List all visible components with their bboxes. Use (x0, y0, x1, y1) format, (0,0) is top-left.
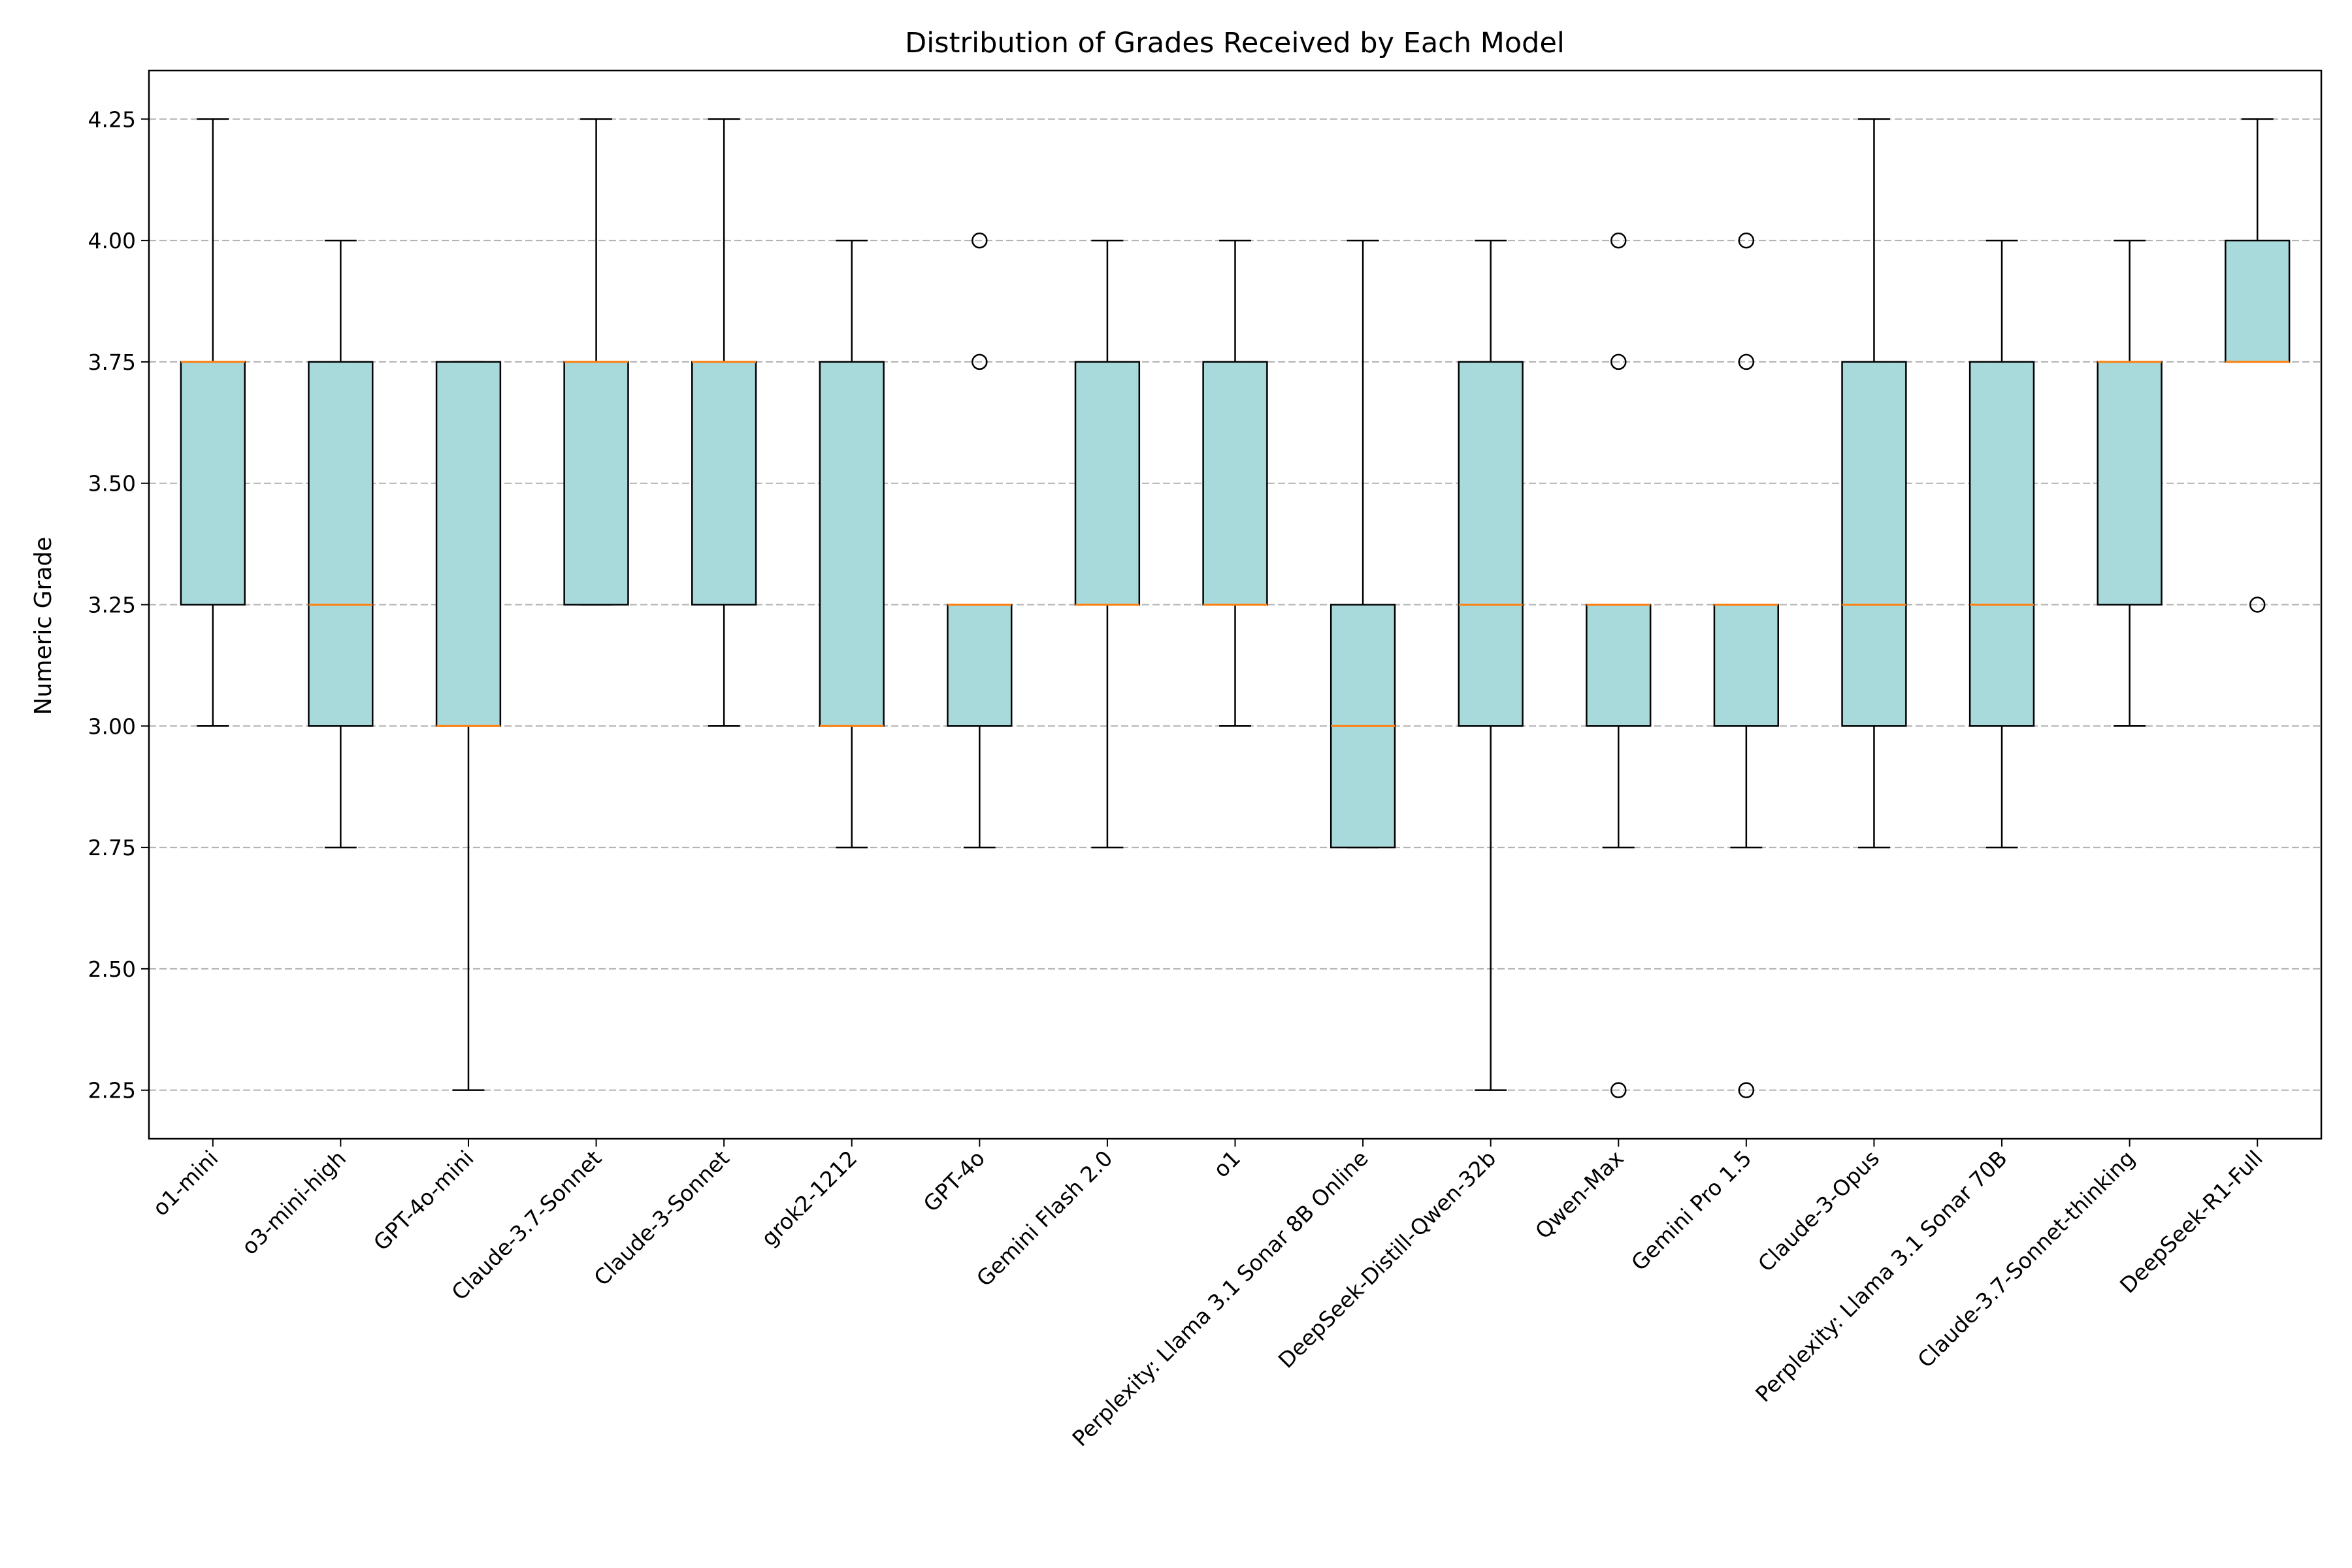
box (819, 361, 885, 727)
chart-title: Distribution of Grades Received by Each … (905, 27, 1565, 59)
box (2225, 239, 2291, 363)
y-tick-label: 4.25 (88, 106, 136, 132)
y-tick-label: 3.75 (88, 350, 136, 375)
outlier-point (1610, 1082, 1627, 1098)
box (1586, 604, 1652, 727)
box (947, 604, 1013, 727)
outlier-point (1610, 353, 1627, 370)
box (1202, 361, 1268, 606)
grid-lines (149, 118, 2321, 1091)
box (1458, 361, 1524, 727)
box (1968, 361, 2035, 727)
outlier-point (2249, 596, 2266, 613)
outlier-point (1738, 353, 1755, 370)
y-tick-label: 4.00 (88, 228, 136, 253)
box (180, 361, 246, 606)
box (1074, 361, 1141, 606)
y-tick-label: 2.75 (88, 835, 136, 860)
outlier-point (1738, 1082, 1755, 1098)
box (308, 361, 374, 727)
box (435, 361, 502, 727)
y-axis-label: Numeric Grade (30, 537, 57, 715)
outlier-point (1610, 232, 1627, 249)
y-tick-label: 3.25 (88, 593, 136, 618)
box (563, 361, 629, 606)
outlier-point (972, 232, 988, 249)
box (2097, 361, 2163, 606)
y-tick-label: 3.00 (88, 713, 136, 739)
box (691, 361, 757, 606)
y-tick-label: 2.25 (88, 1078, 136, 1103)
plot-area (180, 118, 2291, 1098)
outlier-point (972, 353, 988, 370)
y-tick-label: 3.50 (88, 471, 136, 497)
y-axis: 2.25 2.50 2.75 3.00 3.25 3.50 3.75 4.00 4.25 (88, 106, 149, 1103)
box (1841, 361, 1907, 727)
box (1713, 604, 1779, 727)
y-tick-label: 2.50 (88, 956, 136, 982)
outlier-point (1738, 232, 1755, 249)
